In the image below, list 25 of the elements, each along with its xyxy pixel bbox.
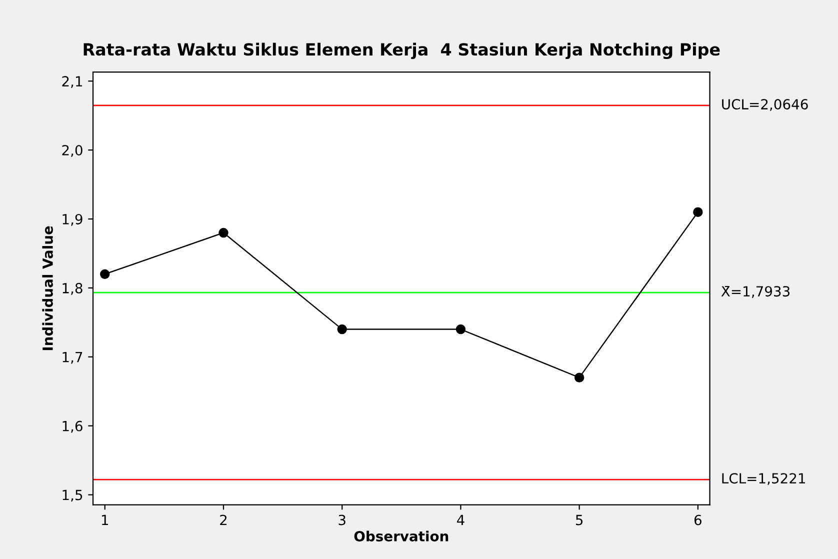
- point: [337, 324, 347, 334]
- y-tick-label: 2,0: [62, 144, 82, 157]
- y-tick-label: 2,1: [62, 76, 82, 88]
- y-tick-label: 1,8: [62, 282, 82, 295]
- y-tick-label: 1,7: [62, 352, 82, 364]
- y-tick-label: 1,5: [62, 490, 82, 502]
- x-tick-label: 5: [576, 514, 583, 526]
- point: [100, 269, 110, 279]
- x-tick-label: 4: [456, 514, 464, 526]
- ref-line-label: UCL=2,0646: [722, 99, 808, 111]
- y-axis-title: Individual Value: [42, 226, 53, 350]
- point: [456, 324, 466, 334]
- ref-line-label: LCL=1,5221: [722, 473, 806, 485]
- ref-line-label: X̄=1,7933: [721, 286, 790, 298]
- y-tick-label: 1,6: [62, 420, 82, 433]
- point: [218, 228, 228, 238]
- point: [574, 372, 584, 382]
- x-tick-label: 1: [102, 514, 108, 526]
- point: [693, 207, 703, 217]
- x-tick-label: 3: [338, 514, 346, 526]
- chart-title: Rata-rata Waktu Siklus Elemen Kerja 4 Stasiun Kerja Notching Pipe: [84, 42, 720, 60]
- x-axis-title: Observation: [354, 530, 448, 542]
- x-tick-label: 2: [220, 514, 227, 526]
- x-tick-label: 6: [694, 514, 702, 526]
- y-tick-label: 1,9: [62, 214, 82, 226]
